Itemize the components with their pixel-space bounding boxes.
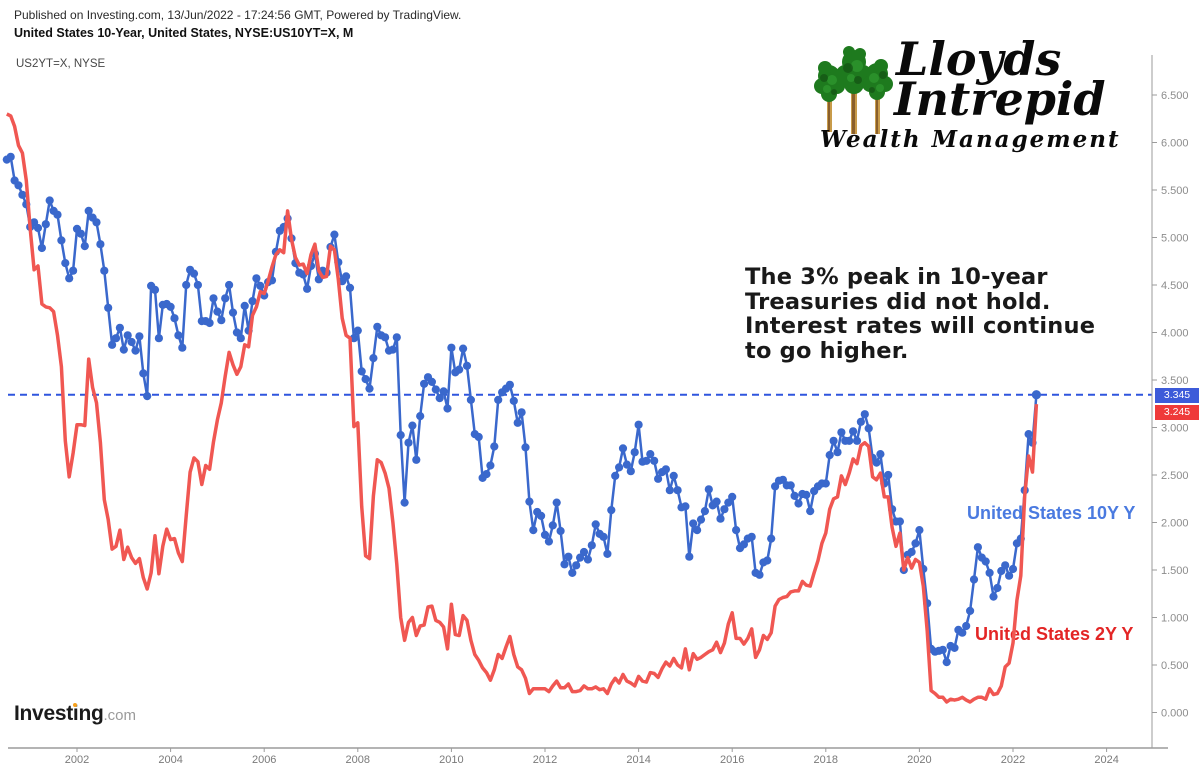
x-axis-label: 2016 <box>720 754 744 766</box>
y-axis-label: 3.500 <box>1161 375 1189 387</box>
orange-dot-icon <box>73 703 78 707</box>
logo-word-intrepid: Intrepid <box>894 72 1106 126</box>
x-axis-label: 2024 <box>1094 754 1118 766</box>
logo-word-lloyds: Lloyds <box>896 32 1062 86</box>
x-axis-label: 2004 <box>158 754 182 766</box>
instrument-title: United States 10-Year, United States, NY… <box>14 26 354 40</box>
investing-logo: Invest ing.com <box>14 702 136 726</box>
published-info-line: Published on Investing.com, 13/Jun/2022 … <box>14 8 462 22</box>
x-axis-label: 2014 <box>626 754 650 766</box>
secondary-instrument-label: US2YT=X, NYSE <box>16 58 106 70</box>
y-axis-label: 4.000 <box>1161 328 1189 340</box>
x-axis-label: 2010 <box>439 754 463 766</box>
y-axis-label: 1.000 <box>1161 613 1189 625</box>
lloyds-intrepid-logo: Lloyds Intrepid Wealth Management <box>812 32 1121 160</box>
y-axis-label: 0.500 <box>1161 660 1189 672</box>
x-axis-label: 2020 <box>907 754 931 766</box>
x-axis-label: 2008 <box>346 754 370 766</box>
y-axis-label: 6.500 <box>1161 90 1189 102</box>
trees-icon <box>814 46 893 134</box>
x-axis-label: 2022 <box>1001 754 1025 766</box>
y-axis-label: 5.000 <box>1161 233 1189 245</box>
annotation-line-2: Treasuries did not hold. <box>745 288 1051 315</box>
price-badge-2y: 3.245 <box>1155 405 1199 420</box>
investing-logo-text: Invest ing <box>14 702 104 725</box>
series-markers-10y <box>2 152 1041 667</box>
y-axis-label: 3.000 <box>1161 423 1189 435</box>
annotation-line-4: to go higher. <box>745 337 909 364</box>
price-badge-10y: 3.345 <box>1155 388 1199 403</box>
investing-logo-com: .com <box>103 707 137 724</box>
last-point-marker-10y <box>1031 390 1041 400</box>
y-axis-label: 6.000 <box>1161 138 1189 150</box>
y-axis-label: 4.500 <box>1161 280 1189 292</box>
chart-annotation: The 3% peak in 10-year Treasuries did no… <box>745 265 1095 363</box>
series-line-2y <box>6 112 1039 704</box>
series-label-2y: United States 2Y Y <box>975 624 1134 644</box>
annotation-line-1: The 3% peak in 10-year <box>745 264 1048 290</box>
logo-word-wealth-management: Wealth Management <box>820 126 1121 153</box>
y-axis-label: 1.500 <box>1161 565 1189 577</box>
annotation-line-3: Interest rates will continue <box>745 313 1096 339</box>
y-axis-label: 2.000 <box>1161 518 1189 530</box>
x-axis-label: 2002 <box>65 754 89 766</box>
x-axis-label: 2012 <box>533 754 557 766</box>
y-axis-label: 5.500 <box>1161 185 1189 197</box>
x-axis-label: 2018 <box>814 754 838 766</box>
series-line-10y <box>6 155 1038 664</box>
y-axis-label: 2.500 <box>1161 470 1189 482</box>
x-axis-label: 2006 <box>252 754 276 766</box>
y-axis-label: 0.000 <box>1161 708 1189 720</box>
series-label-10y: United States 10Y Y <box>967 503 1136 523</box>
